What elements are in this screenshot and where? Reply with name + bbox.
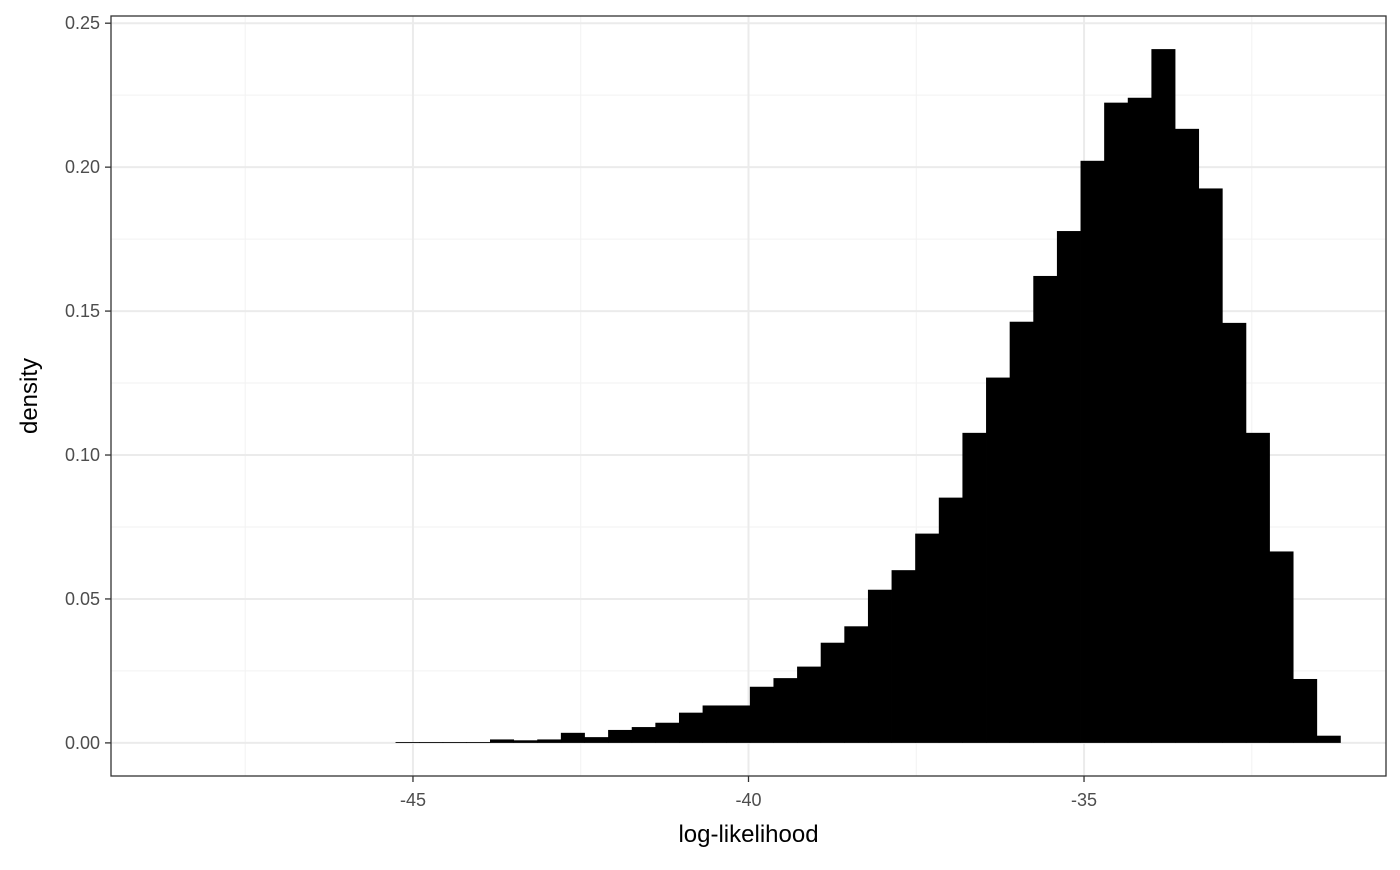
- histogram-bar: [1222, 322, 1247, 743]
- y-tick-label: 0.25: [65, 13, 100, 33]
- histogram-bar: [537, 739, 562, 743]
- histogram-bar: [1104, 102, 1129, 743]
- histogram-bar: [560, 732, 585, 743]
- histogram-bar: [1151, 49, 1176, 743]
- histogram-bar: [915, 533, 940, 743]
- histogram-bar: [419, 742, 444, 743]
- histogram-bar: [986, 377, 1011, 743]
- histogram-bar: [1033, 275, 1058, 743]
- histogram-bar: [442, 742, 467, 743]
- histogram-bar: [1175, 128, 1200, 743]
- y-tick-label: 0.05: [65, 589, 100, 609]
- y-tick-label: 0.10: [65, 445, 100, 465]
- histogram-bar: [702, 705, 727, 743]
- histogram-bar: [678, 712, 703, 743]
- histogram-bar: [1198, 188, 1223, 743]
- y-tick-label: 0.15: [65, 301, 100, 321]
- histogram-bar: [773, 678, 798, 743]
- histogram-bar: [844, 626, 869, 743]
- histogram-bar: [466, 742, 491, 743]
- histogram-bar: [938, 497, 963, 743]
- histogram-bar: [820, 642, 845, 743]
- histogram-bar: [797, 666, 822, 743]
- histogram-bar: [1009, 321, 1034, 743]
- histogram-bar: [1269, 551, 1294, 743]
- y-tick-label: 0.00: [65, 733, 100, 753]
- histogram-bar: [584, 737, 609, 743]
- histogram-bar: [631, 727, 656, 743]
- y-tick-label: 0.20: [65, 157, 100, 177]
- histogram-bar: [608, 729, 633, 743]
- histogram-bar: [1245, 432, 1270, 743]
- histogram-bar: [1056, 231, 1081, 743]
- x-tick-label: -35: [1071, 790, 1097, 810]
- ticks-layer: -45 -40 -35 0.00 0.05 0.10 0.15 0.20 0.25: [65, 13, 1097, 810]
- histogram-bar: [1127, 97, 1152, 743]
- histogram-bar: [867, 589, 892, 743]
- histogram-bar: [655, 722, 680, 743]
- x-tick-label: -40: [735, 790, 761, 810]
- histogram-bar: [395, 742, 420, 743]
- x-axis-title: log-likelihood: [678, 821, 818, 848]
- histogram-bar: [490, 739, 515, 743]
- histogram-bar: [513, 740, 538, 743]
- histogram-bar: [891, 570, 916, 743]
- x-tick-label: -45: [400, 790, 426, 810]
- histogram-bar: [1080, 160, 1105, 743]
- histogram-bar: [1316, 735, 1341, 743]
- histogram-bar: [749, 686, 774, 743]
- histogram-bar: [962, 432, 987, 743]
- y-axis-title: density: [16, 358, 43, 434]
- histogram-bar: [1293, 678, 1318, 743]
- bars-layer: [395, 49, 1341, 743]
- histogram-bar: [726, 705, 751, 743]
